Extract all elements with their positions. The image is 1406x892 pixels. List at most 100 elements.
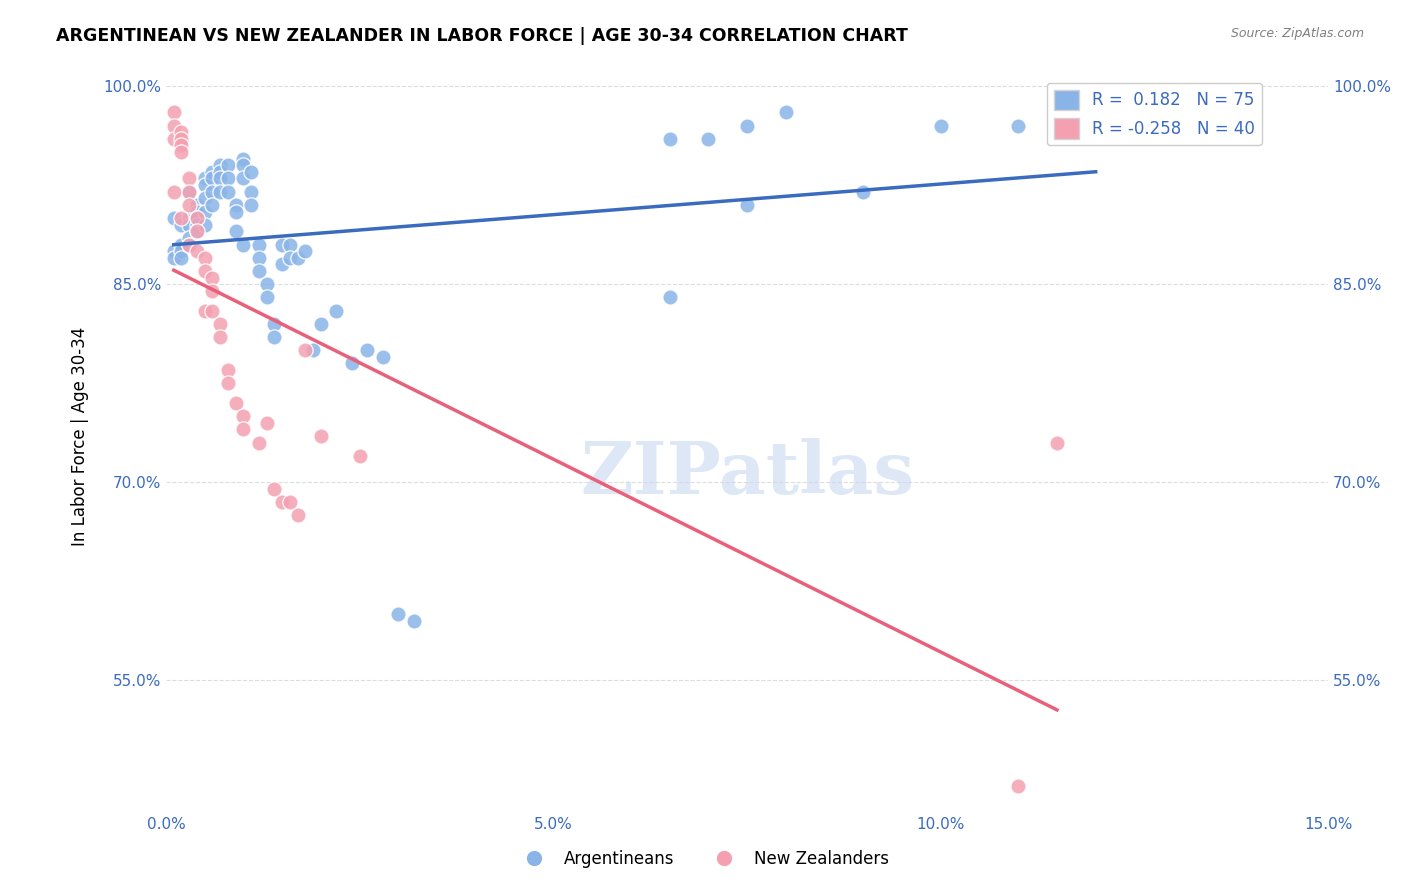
Point	[170, 138, 193, 153]
Point	[209, 158, 232, 172]
Point	[186, 204, 208, 219]
Point	[232, 422, 254, 436]
Point	[697, 132, 720, 146]
Point	[163, 185, 186, 199]
Point	[1069, 125, 1091, 139]
Point	[658, 290, 681, 304]
Point	[186, 224, 208, 238]
Point	[232, 409, 254, 424]
Point	[163, 244, 186, 259]
Point	[194, 303, 217, 318]
Point	[340, 356, 363, 370]
Point	[287, 508, 309, 523]
Point	[179, 198, 201, 212]
Point	[179, 171, 201, 186]
Point	[735, 198, 758, 212]
Point	[217, 158, 239, 172]
Point	[170, 145, 193, 159]
Point	[309, 317, 332, 331]
Point	[929, 119, 952, 133]
Point	[271, 257, 294, 271]
Point	[201, 185, 224, 199]
Point	[287, 251, 309, 265]
Point	[170, 218, 193, 232]
Point	[194, 204, 217, 219]
Point	[201, 284, 224, 298]
Point	[186, 218, 208, 232]
Point	[194, 264, 217, 278]
Point	[209, 317, 232, 331]
Point	[232, 158, 254, 172]
Point	[278, 495, 301, 509]
Point	[179, 218, 201, 232]
Point	[186, 244, 208, 259]
Point	[209, 185, 232, 199]
Point	[1046, 435, 1069, 450]
Point	[170, 244, 193, 259]
Point	[735, 119, 758, 133]
Point	[209, 171, 232, 186]
Point	[217, 185, 239, 199]
Y-axis label: In Labor Force | Age 30-34: In Labor Force | Age 30-34	[72, 326, 89, 546]
Text: ARGENTINEAN VS NEW ZEALANDER IN LABOR FORCE | AGE 30-34 CORRELATION CHART: ARGENTINEAN VS NEW ZEALANDER IN LABOR FO…	[56, 27, 908, 45]
Point	[271, 237, 294, 252]
Point	[402, 614, 425, 628]
Point	[775, 105, 797, 120]
Point	[232, 152, 254, 166]
Point	[247, 237, 270, 252]
Point	[294, 343, 316, 358]
Point	[163, 105, 186, 120]
Point	[263, 330, 285, 344]
Point	[1084, 125, 1107, 139]
Point	[325, 303, 347, 318]
Point	[387, 607, 409, 622]
Point	[186, 198, 208, 212]
Point	[170, 237, 193, 252]
Text: Source: ZipAtlas.com: Source: ZipAtlas.com	[1230, 27, 1364, 40]
Point	[179, 237, 201, 252]
Point	[163, 251, 186, 265]
Point	[232, 237, 254, 252]
Point	[163, 132, 186, 146]
Point	[271, 495, 294, 509]
Point	[232, 171, 254, 186]
Point	[179, 211, 201, 226]
Point	[247, 435, 270, 450]
Legend: Argentineans, New Zealanders: Argentineans, New Zealanders	[510, 844, 896, 875]
Point	[309, 429, 332, 443]
Point	[209, 165, 232, 179]
Point	[278, 251, 301, 265]
Point	[302, 343, 325, 358]
Point	[163, 119, 186, 133]
Point	[194, 251, 217, 265]
Point	[349, 449, 371, 463]
Point	[371, 350, 394, 364]
Point	[278, 237, 301, 252]
Point	[179, 231, 201, 245]
Point	[225, 204, 247, 219]
Point	[179, 237, 201, 252]
Point	[186, 211, 208, 226]
Point	[256, 277, 278, 292]
Text: ZIPatlas: ZIPatlas	[581, 438, 914, 509]
Point	[179, 185, 201, 199]
Point	[225, 198, 247, 212]
Point	[201, 270, 224, 285]
Point	[225, 396, 247, 410]
Point	[201, 171, 224, 186]
Point	[294, 244, 316, 259]
Point	[209, 330, 232, 344]
Point	[194, 178, 217, 192]
Point	[186, 211, 208, 226]
Point	[201, 165, 224, 179]
Point	[201, 303, 224, 318]
Point	[658, 132, 681, 146]
Point	[170, 132, 193, 146]
Point	[194, 218, 217, 232]
Point	[163, 211, 186, 226]
Point	[256, 290, 278, 304]
Point	[170, 125, 193, 139]
Point	[186, 224, 208, 238]
Point	[217, 376, 239, 391]
Point	[240, 198, 263, 212]
